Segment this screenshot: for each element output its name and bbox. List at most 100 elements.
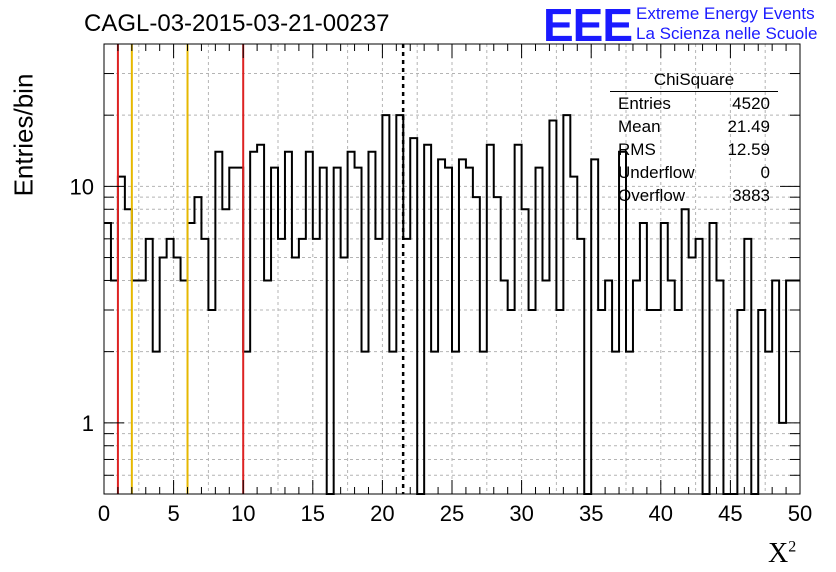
histogram-bin	[556, 310, 563, 494]
histogram-bin	[591, 159, 598, 494]
histogram-bin	[480, 352, 487, 494]
x-tick-label: 40	[649, 501, 673, 526]
x-axis-label-sup: 2	[788, 538, 797, 556]
histogram-bin	[389, 352, 396, 494]
logo-caption: Extreme Energy Events La Scienza nelle S…	[636, 4, 817, 44]
x-tick-label: 25	[440, 501, 464, 526]
histogram-bin	[132, 280, 139, 494]
histogram-bin	[793, 280, 800, 494]
histogram-bin	[299, 239, 306, 494]
histogram-bin	[640, 223, 647, 494]
histogram-bin	[536, 168, 543, 494]
histogram-bin	[250, 152, 257, 494]
x-tick-label: 50	[788, 501, 812, 526]
histogram-bin	[515, 145, 522, 494]
histogram-bin	[320, 168, 327, 494]
histogram-bin	[257, 145, 264, 494]
histogram-bin	[362, 352, 369, 494]
histogram-bin	[633, 280, 640, 494]
histogram-bin	[146, 239, 153, 494]
histogram-bin	[689, 258, 696, 494]
histogram-bin	[355, 168, 362, 494]
stats-box: ChiSquare Entries 4520 Mean 21.49 RMS 12.59…	[610, 68, 778, 207]
chart-title: CAGL-03-2015-03-21-00237	[84, 10, 390, 37]
histogram-bin	[111, 280, 118, 494]
histogram-bin	[710, 223, 717, 494]
histogram-bin	[368, 152, 375, 494]
stats-row-rms: RMS 12.59	[610, 138, 778, 161]
histogram-bin	[598, 310, 605, 494]
histogram-bin	[737, 310, 744, 494]
histogram-outline	[104, 114, 800, 495]
y-tick-label: 1	[82, 411, 94, 436]
histogram-bin	[647, 310, 654, 494]
tick-labels: 0 5 10 15 20 25 30 35 40 45 50 1 10	[70, 174, 813, 526]
stats-value: 12.59	[727, 140, 770, 159]
histogram-bin	[570, 177, 577, 494]
y-tick-label: 10	[70, 174, 94, 199]
stats-row-mean: Mean 21.49	[610, 115, 778, 138]
histogram-bin	[605, 280, 612, 494]
y-axis-label: Entries/bin	[4, 60, 44, 210]
histogram-bin	[452, 352, 459, 494]
stats-label: RMS	[618, 140, 656, 159]
histogram-bin	[549, 120, 556, 494]
histogram-bin	[264, 280, 271, 494]
histogram-bin	[758, 310, 765, 494]
histogram-series	[104, 114, 800, 495]
histogram-bin	[626, 352, 633, 494]
histogram-bin	[167, 239, 174, 494]
logo-caption-line1: Extreme Energy Events	[636, 4, 815, 23]
stats-value: 3883	[732, 186, 770, 205]
histogram-bin	[201, 239, 208, 494]
eee-logo: EEE	[543, 0, 633, 51]
histogram-bin	[424, 145, 431, 494]
stats-box-title: ChiSquare	[610, 68, 778, 92]
stats-label: Mean	[618, 117, 661, 136]
histogram-bin	[466, 168, 473, 494]
histogram-bin	[188, 223, 195, 494]
histogram-bin	[181, 280, 188, 494]
histogram-bin	[285, 152, 292, 494]
histogram-bin	[696, 239, 703, 494]
stats-value: 21.49	[727, 117, 770, 136]
histogram-bin	[473, 197, 480, 494]
histogram-bin	[174, 258, 181, 494]
x-tick-label: 45	[718, 501, 742, 526]
histogram-bin	[459, 159, 466, 494]
histogram-bin	[494, 197, 501, 494]
stats-label: Overflow	[618, 186, 686, 205]
x-tick-label: 0	[98, 501, 110, 526]
histogram-bin	[410, 138, 417, 494]
histogram-bin	[278, 239, 285, 494]
x-tick-label: 10	[231, 501, 255, 526]
stats-row-overflow: Overflow 3883	[610, 184, 778, 207]
histogram-bin	[438, 159, 445, 494]
histogram-bin	[765, 352, 772, 494]
histogram-bin	[382, 115, 389, 494]
x-tick-label: 15	[301, 501, 325, 526]
histogram-bin	[786, 280, 793, 494]
histogram-bin	[779, 423, 786, 494]
histogram-bin	[222, 209, 229, 494]
histogram-bin	[341, 258, 348, 494]
axis-ticks	[103, 44, 801, 494]
reference-lines	[116, 44, 405, 494]
histogram-bin	[292, 258, 299, 494]
x-tick-label: 5	[167, 501, 179, 526]
y-axis-label-text: Entries/bin	[8, 73, 39, 197]
histogram-bin	[334, 168, 341, 494]
histogram-bin	[772, 280, 779, 494]
histogram-bin	[215, 152, 222, 494]
histogram-bin	[104, 223, 111, 494]
x-axis-label: X2	[768, 538, 796, 570]
histogram-bin	[542, 280, 549, 494]
histogram-bin	[522, 209, 529, 494]
histogram-bin	[563, 115, 570, 494]
histogram-bin	[744, 239, 751, 494]
histogram-bin	[306, 152, 313, 494]
histogram-bin	[577, 239, 584, 494]
histogram-bin	[118, 177, 125, 494]
x-tick-label: 20	[370, 501, 394, 526]
